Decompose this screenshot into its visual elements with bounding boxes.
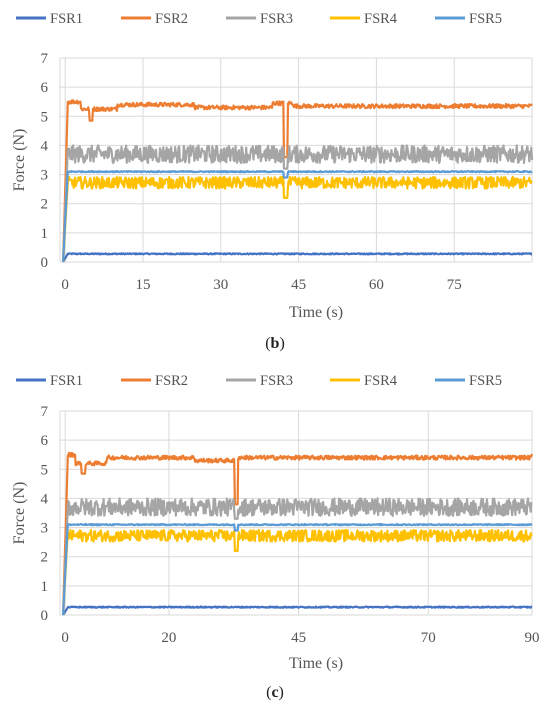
y-tick-label: 1 bbox=[41, 226, 49, 242]
series-line-fsr2 bbox=[62, 451, 534, 616]
y-tick-label: 0 bbox=[41, 255, 49, 271]
y-tick-label: 0 bbox=[41, 608, 49, 624]
y-tick-label: 4 bbox=[41, 138, 49, 154]
legend-label-fsr4: FSR4 bbox=[364, 373, 398, 389]
x-tick-label: 45 bbox=[291, 277, 306, 293]
y-tick-label: 6 bbox=[41, 433, 49, 449]
legend-label-fsr2: FSR2 bbox=[155, 11, 188, 27]
y-tick-label: 4 bbox=[41, 491, 49, 507]
legend-label-fsr5: FSR5 bbox=[469, 11, 502, 27]
legend-label-fsr1: FSR1 bbox=[50, 373, 83, 389]
x-tick-label: 30 bbox=[213, 277, 228, 293]
y-tick-label: 2 bbox=[41, 550, 49, 566]
y-tick-label: 6 bbox=[41, 80, 49, 96]
x-tick-label: 0 bbox=[61, 277, 69, 293]
panel-caption: (b) bbox=[265, 335, 285, 352]
series-line-fsr5 bbox=[62, 170, 533, 263]
series-line-fsr1 bbox=[62, 605, 533, 616]
x-axis-label: Time (s) bbox=[289, 655, 343, 672]
y-tick-label: 7 bbox=[41, 404, 49, 420]
series-line-fsr4 bbox=[62, 528, 533, 616]
series-line-fsr3 bbox=[62, 144, 534, 263]
legend-label-fsr1: FSR1 bbox=[50, 11, 83, 27]
series-line-fsr4 bbox=[62, 175, 533, 263]
x-tick-label: 15 bbox=[135, 277, 150, 293]
legend-label-fsr3: FSR3 bbox=[260, 11, 293, 27]
x-tick-label: 0 bbox=[61, 630, 69, 646]
series-line-fsr1 bbox=[62, 252, 533, 263]
y-axis-label: Force (N) bbox=[11, 482, 28, 545]
legend-label-fsr2: FSR2 bbox=[155, 373, 188, 389]
series-line-fsr3 bbox=[62, 497, 533, 616]
y-tick-label: 2 bbox=[41, 197, 49, 213]
y-tick-label: 3 bbox=[41, 168, 49, 184]
y-tick-label: 3 bbox=[41, 521, 49, 537]
y-tick-label: 1 bbox=[41, 579, 49, 595]
x-tick-label: 90 bbox=[525, 630, 540, 646]
x-tick-label: 45 bbox=[291, 630, 306, 646]
x-tick-label: 75 bbox=[447, 277, 462, 293]
x-tick-label: 60 bbox=[369, 277, 384, 293]
x-tick-label: 70 bbox=[421, 630, 436, 646]
legend-label-fsr5: FSR5 bbox=[469, 373, 502, 389]
x-tick-label: 20 bbox=[161, 630, 176, 646]
series-line-fsr2 bbox=[62, 99, 533, 263]
y-tick-label: 5 bbox=[41, 109, 49, 125]
legend-label-fsr3: FSR3 bbox=[260, 373, 293, 389]
series-line-fsr5 bbox=[62, 523, 533, 616]
x-axis-label: Time (s) bbox=[289, 304, 343, 321]
y-tick-label: 5 bbox=[41, 462, 49, 478]
legend-label-fsr4: FSR4 bbox=[364, 11, 398, 27]
y-tick-label: 7 bbox=[41, 51, 49, 67]
panel-caption: (c) bbox=[266, 684, 284, 701]
y-axis-label: Force (N) bbox=[11, 129, 28, 192]
